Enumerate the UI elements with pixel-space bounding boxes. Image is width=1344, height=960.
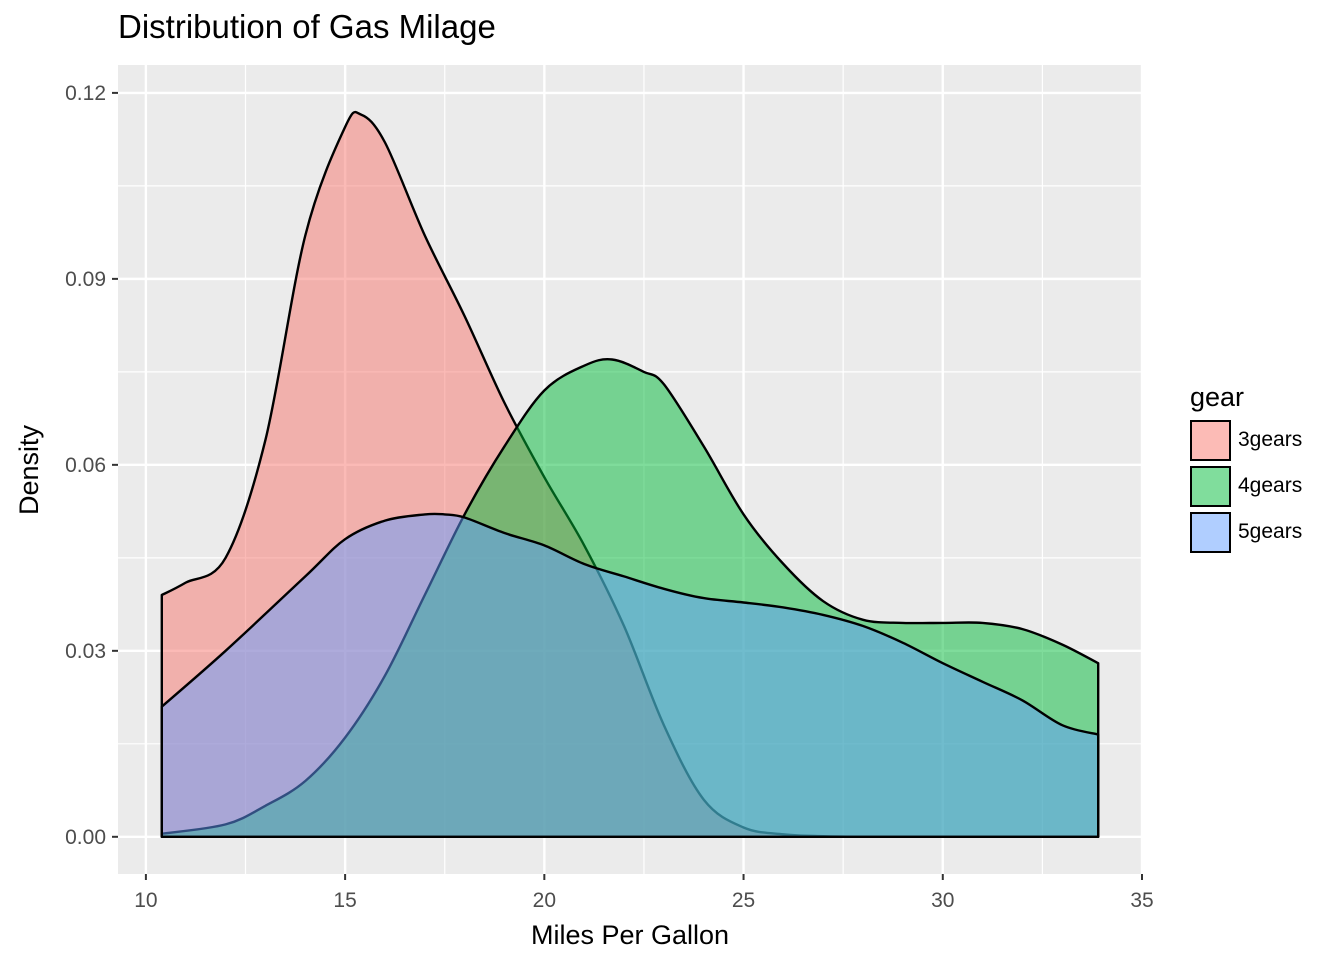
x-axis: 10 15 20 25 30 35 <box>134 874 1154 912</box>
y-axis-title: Density <box>14 424 44 515</box>
y-tick-label: 0.03 <box>65 640 106 663</box>
density-area-5gears <box>160 512 1100 838</box>
x-axis-title: Miles Per Gallon <box>531 920 729 950</box>
x-tick-label: 20 <box>533 889 556 912</box>
legend-item-5gears: 5gears <box>1190 509 1302 555</box>
y-tick-label: 0.09 <box>65 268 106 291</box>
y-tick-label: 0.12 <box>65 82 106 105</box>
x-tick-label: 10 <box>134 889 157 912</box>
legend-title: gear <box>1190 382 1245 412</box>
x-tick-label: 35 <box>1130 889 1153 912</box>
y-axis: 0.00 0.03 0.06 0.09 0.12 <box>65 82 118 849</box>
x-tick-label: 15 <box>333 889 356 912</box>
legend-item-4gears: 4gears <box>1190 463 1302 509</box>
x-tick-label: 30 <box>931 889 954 912</box>
x-tick-label: 25 <box>732 889 755 912</box>
legend: gear 3gears 4gears 5gears <box>1190 382 1302 555</box>
density-areas <box>160 110 1100 839</box>
chart-title: Distribution of Gas Milage <box>118 8 496 45</box>
y-tick-label: 0.06 <box>65 454 106 477</box>
legend-item-3gears: 3gears <box>1190 417 1302 463</box>
legend-key-5gears <box>1190 511 1231 553</box>
legend-label-4gears: 4gears <box>1238 474 1303 497</box>
legend-label-3gears: 3gears <box>1238 428 1303 451</box>
legend-key-3gears <box>1190 419 1231 461</box>
legend-key-4gears <box>1190 465 1231 507</box>
y-tick-label: 0.00 <box>65 826 106 849</box>
legend-label-5gears: 5gears <box>1238 520 1303 543</box>
